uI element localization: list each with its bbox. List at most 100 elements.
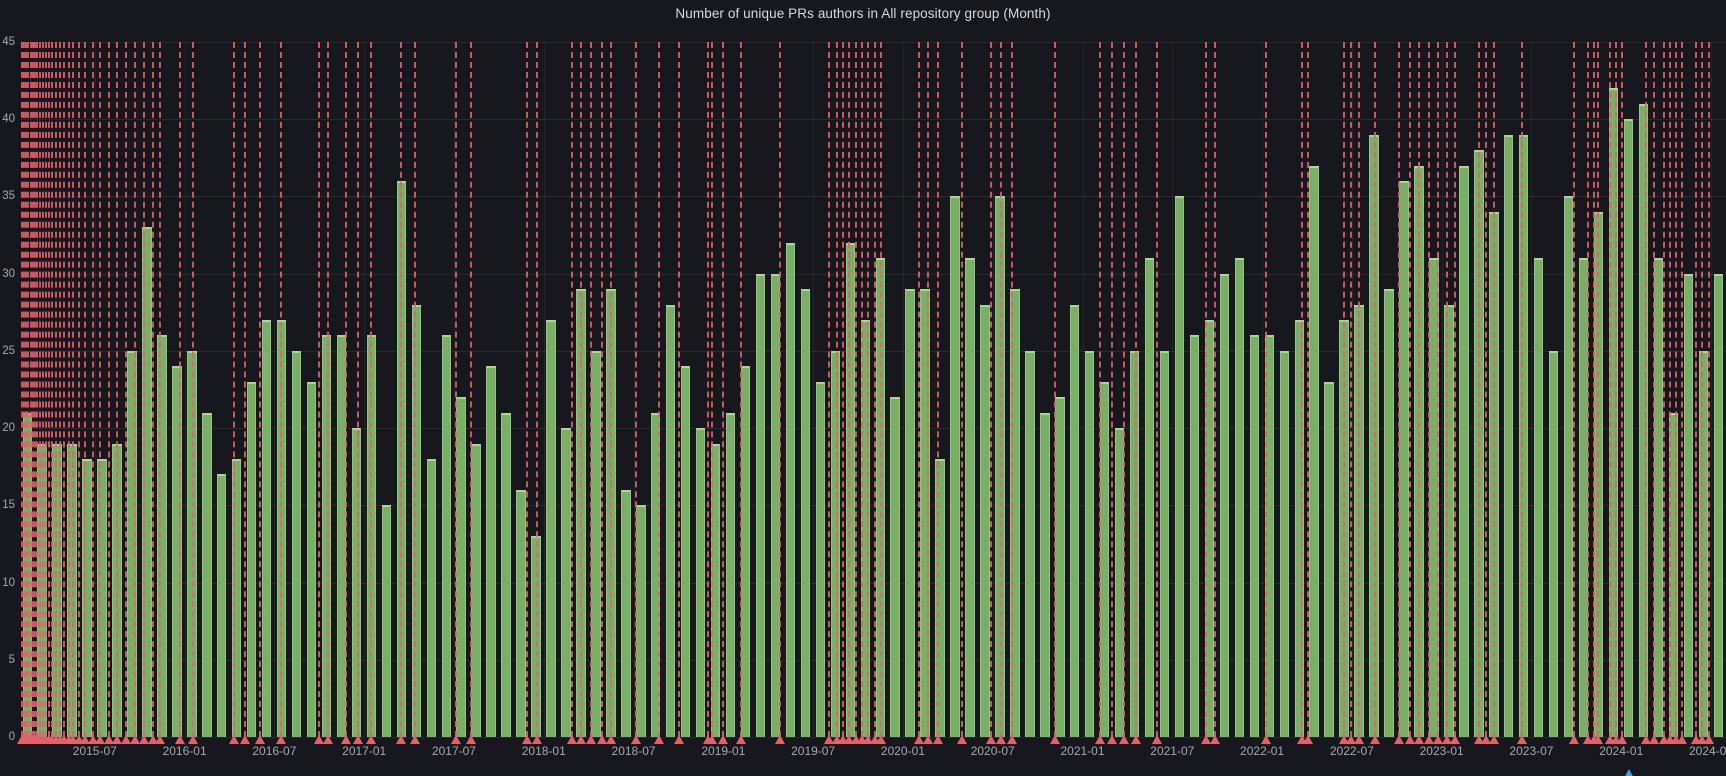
annotation-marker-icon[interactable]: [674, 735, 685, 744]
annotation-marker-icon[interactable]: [1302, 735, 1313, 744]
annotation-marker-icon[interactable]: [1006, 735, 1017, 744]
bar[interactable]: [830, 350, 841, 737]
annotation-marker-icon[interactable]: [586, 735, 597, 744]
annotation-marker-icon[interactable]: [1665, 735, 1676, 744]
annotation-marker-icon[interactable]: [1094, 735, 1105, 744]
annotation-marker-icon[interactable]: [631, 735, 642, 744]
bar[interactable]: [1249, 335, 1260, 737]
annotation-marker-icon[interactable]: [276, 735, 287, 744]
bar[interactable]: [1294, 320, 1304, 737]
annotation-marker-icon[interactable]: [1617, 735, 1628, 744]
annotation-marker-icon[interactable]: [957, 735, 968, 744]
bar[interactable]: [1548, 350, 1559, 737]
bar[interactable]: [636, 505, 646, 737]
annotation-marker-icon[interactable]: [575, 735, 586, 744]
bar[interactable]: [1324, 381, 1334, 737]
annotation-marker-icon[interactable]: [1569, 735, 1580, 744]
annotation-marker-icon[interactable]: [240, 735, 251, 744]
bar[interactable]: [1683, 273, 1694, 737]
annotation-marker-icon[interactable]: [532, 735, 543, 744]
bar[interactable]: [531, 536, 541, 737]
bar[interactable]: [217, 474, 227, 737]
bar[interactable]: [411, 304, 422, 737]
annotation-marker-icon[interactable]: [1442, 735, 1453, 744]
annotation-marker-icon[interactable]: [996, 735, 1007, 744]
annotation-marker-icon[interactable]: [340, 735, 351, 744]
annotation-marker-icon[interactable]: [831, 735, 842, 744]
bar[interactable]: [261, 320, 272, 737]
annotation-marker-icon[interactable]: [396, 735, 407, 744]
bar[interactable]: [321, 335, 332, 737]
annotation-marker-icon[interactable]: [933, 735, 944, 744]
bar[interactable]: [905, 289, 915, 737]
annotation-marker-icon[interactable]: [1118, 735, 1129, 744]
bar[interactable]: [1159, 350, 1170, 737]
annotation-marker-icon[interactable]: [1338, 735, 1349, 744]
bar[interactable]: [785, 242, 796, 737]
annotation-marker-icon[interactable]: [1481, 735, 1492, 744]
annotation-marker-icon[interactable]: [596, 735, 607, 744]
bar[interactable]: [1563, 196, 1574, 737]
bar[interactable]: [351, 428, 362, 737]
bar[interactable]: [740, 366, 751, 737]
annotation-marker-icon[interactable]: [1605, 735, 1616, 744]
annotation-marker-icon[interactable]: [1648, 735, 1659, 744]
bar[interactable]: [306, 381, 317, 737]
annotation-marker-icon[interactable]: [1394, 735, 1405, 744]
bar[interactable]: [800, 289, 811, 737]
bar[interactable]: [456, 397, 466, 737]
bar[interactable]: [486, 366, 496, 737]
bar[interactable]: [516, 489, 526, 737]
bar[interactable]: [1653, 258, 1664, 737]
annotation-marker-icon[interactable]: [1296, 735, 1307, 744]
bar[interactable]: [890, 397, 900, 737]
bar[interactable]: [441, 335, 451, 737]
annotation-marker-icon[interactable]: [1346, 735, 1357, 744]
annotation-marker-icon[interactable]: [466, 735, 477, 744]
annotation-marker-icon[interactable]: [913, 735, 924, 744]
bar[interactable]: [815, 381, 826, 737]
bar[interactable]: [965, 258, 975, 737]
annotation-marker-icon[interactable]: [876, 735, 887, 744]
bar[interactable]: [1189, 335, 1200, 737]
annotation-marker-icon[interactable]: [857, 735, 868, 744]
bar[interactable]: [291, 350, 302, 737]
annotation-marker-icon[interactable]: [451, 735, 462, 744]
bar[interactable]: [172, 366, 182, 737]
bar[interactable]: [1129, 350, 1140, 737]
bar[interactable]: [1713, 273, 1723, 737]
annotation-marker-icon[interactable]: [1677, 735, 1688, 744]
annotation-marker-icon[interactable]: [1404, 735, 1415, 744]
annotation-marker-icon[interactable]: [1210, 735, 1221, 744]
bar[interactable]: [1144, 258, 1155, 737]
annotation-marker-icon[interactable]: [147, 735, 158, 744]
annotation-marker-icon[interactable]: [1151, 735, 1162, 744]
bar[interactable]: [995, 196, 1005, 737]
annotation-marker-icon[interactable]: [1582, 735, 1593, 744]
annotation-marker-icon[interactable]: [1370, 735, 1381, 744]
annotation-marker-icon[interactable]: [843, 735, 854, 744]
annotation-marker-icon[interactable]: [863, 735, 873, 744]
annotation-marker-icon[interactable]: [68, 735, 79, 744]
annotation-marker-icon[interactable]: [1449, 735, 1460, 744]
bar[interactable]: [82, 459, 92, 737]
bar[interactable]: [1279, 350, 1289, 737]
bar[interactable]: [1085, 350, 1095, 737]
bar[interactable]: [1518, 134, 1529, 737]
annotation-marker-icon[interactable]: [1473, 735, 1484, 744]
annotation-marker-icon[interactable]: [129, 735, 140, 744]
bar[interactable]: [1309, 165, 1319, 737]
bar[interactable]: [1399, 181, 1409, 737]
bar[interactable]: [546, 320, 556, 737]
annotation-marker-icon[interactable]: [352, 735, 363, 744]
bar[interactable]: [845, 242, 856, 737]
annotation-marker-icon[interactable]: [95, 735, 106, 744]
annotation-marker-icon[interactable]: [774, 735, 785, 744]
annotation-marker-icon[interactable]: [1593, 735, 1604, 744]
annotation-marker-icon[interactable]: [80, 735, 91, 744]
bar[interactable]: [202, 412, 212, 737]
bar[interactable]: [157, 335, 167, 737]
annotation-marker-icon[interactable]: [74, 735, 85, 744]
annotation-marker-icon[interactable]: [1611, 735, 1622, 744]
annotation-marker-icon[interactable]: [1050, 735, 1061, 744]
